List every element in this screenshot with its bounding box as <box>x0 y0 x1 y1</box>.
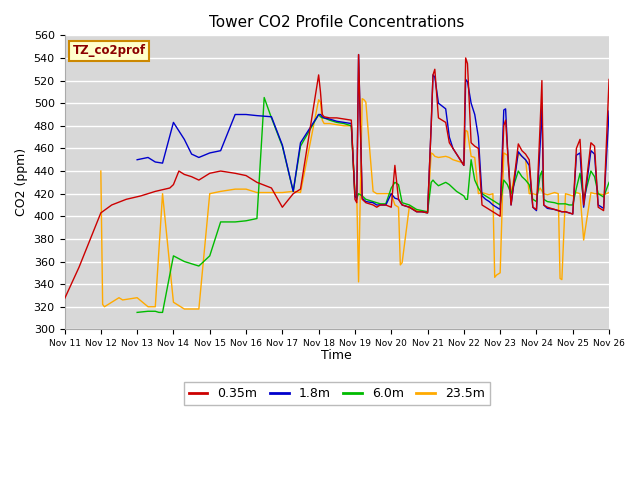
Text: TZ_co2prof: TZ_co2prof <box>73 44 146 57</box>
X-axis label: Time: Time <box>321 349 352 362</box>
Title: Tower CO2 Profile Concentrations: Tower CO2 Profile Concentrations <box>209 15 465 30</box>
Legend: 0.35m, 1.8m, 6.0m, 23.5m: 0.35m, 1.8m, 6.0m, 23.5m <box>184 383 490 406</box>
Y-axis label: CO2 (ppm): CO2 (ppm) <box>15 148 28 216</box>
